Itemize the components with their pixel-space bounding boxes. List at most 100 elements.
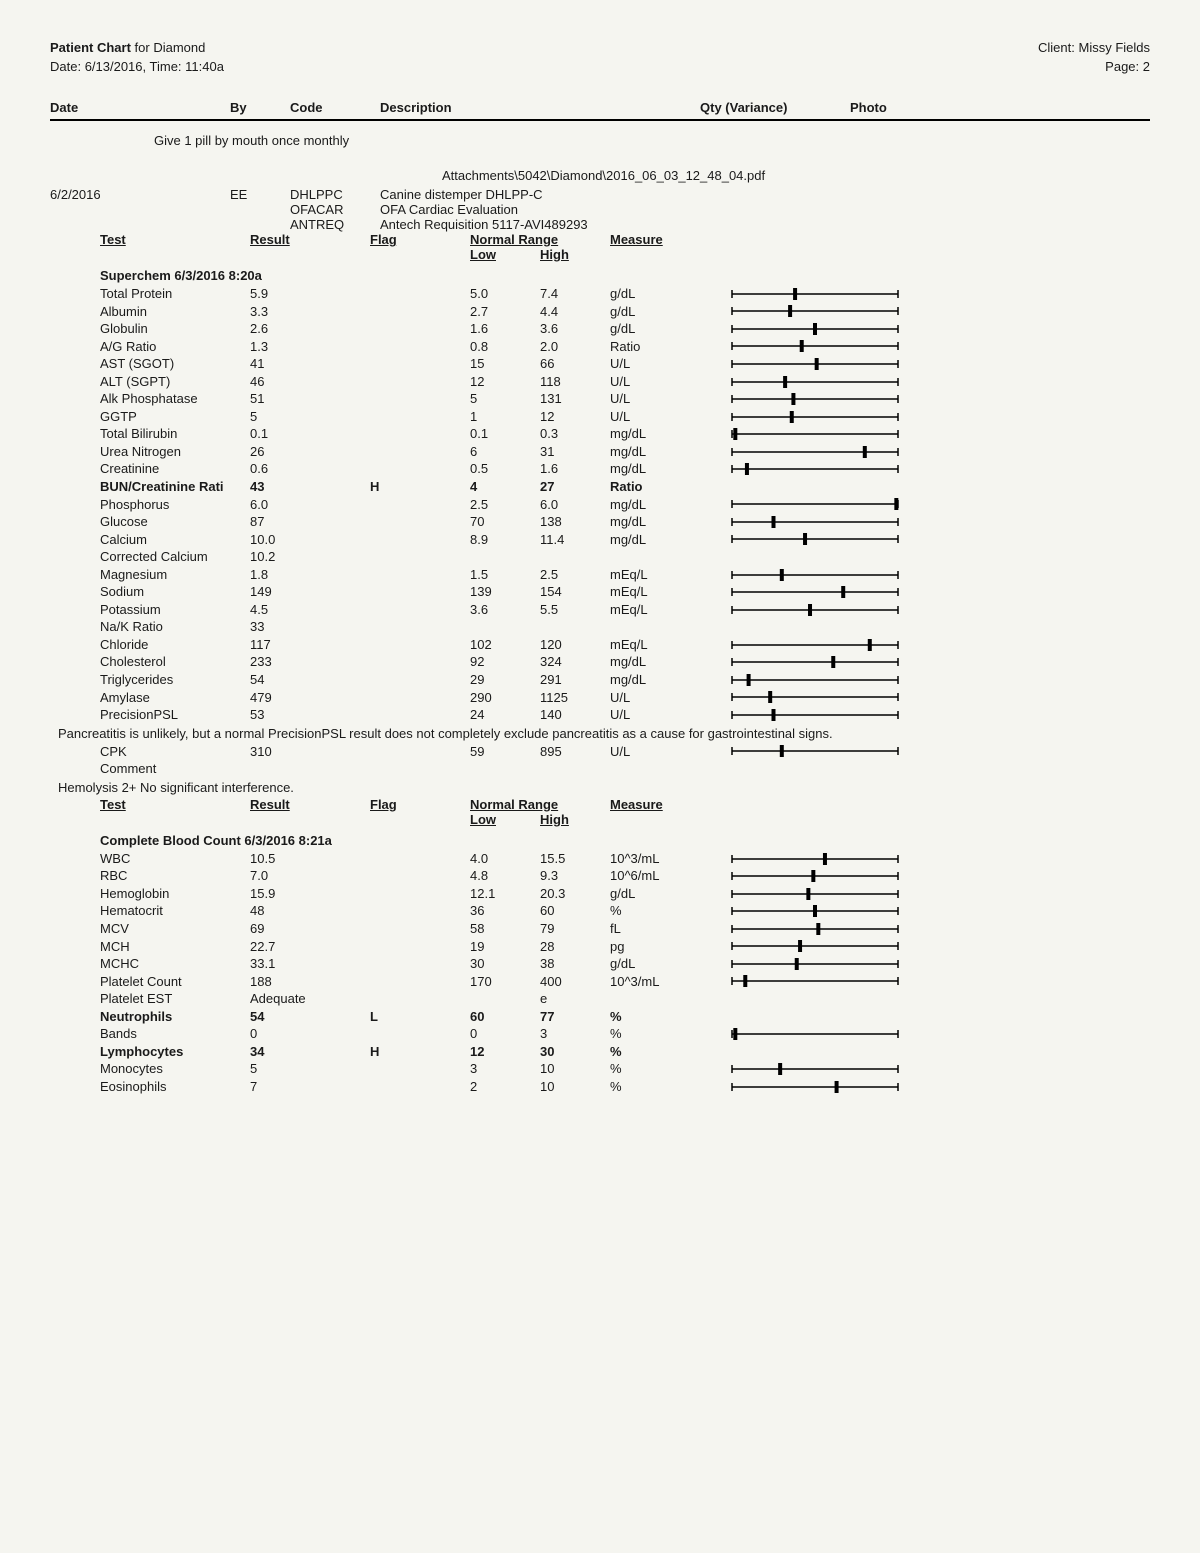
lab-measure: mEq/L [610, 583, 730, 601]
lab-high: 38 [540, 955, 610, 973]
lab-result: 69 [250, 920, 370, 938]
lab-result: 0 [250, 1025, 370, 1043]
entry-code: OFACAR [290, 202, 380, 217]
th-test: Test [100, 232, 250, 247]
lab-gauge-cell [730, 1080, 910, 1094]
lab-high: 4.4 [540, 303, 610, 321]
entry-row: 6/2/2016EEDHLPPCCanine distemper DHLPP-C [50, 187, 1150, 202]
lab-gauge-cell [730, 655, 910, 669]
entry-by [230, 217, 290, 232]
range-gauge [730, 673, 900, 687]
lab-low: 170 [470, 973, 540, 991]
range-gauge [730, 375, 900, 389]
lab-measure: 10^6/mL [610, 867, 730, 885]
lab-name: BUN/Creatinine Rati [100, 478, 250, 496]
lab-high: 6.0 [540, 496, 610, 514]
range-gauge [730, 887, 900, 901]
lab-result: 117 [250, 636, 370, 654]
lab-low: 58 [470, 920, 540, 938]
entry-desc: Canine distemper DHLPP-C [380, 187, 700, 202]
lab-row: Na/K Ratio33 [50, 618, 1150, 636]
lab-measure: % [610, 1043, 730, 1061]
lab-row: Eosinophils7210% [50, 1078, 1150, 1096]
col-code: Code [290, 100, 380, 115]
entry-row: ANTREQAntech Requisition 5117-AVI489293 [50, 217, 1150, 232]
lab-result: 7 [250, 1078, 370, 1096]
lab-name: PrecisionPSL [100, 706, 250, 724]
lab-gauge-cell [730, 974, 910, 988]
lab-result: 5.9 [250, 285, 370, 303]
range-gauge [730, 568, 900, 582]
lab-row: Corrected Calcium10.2 [50, 548, 1150, 566]
lab-gauge-cell [730, 392, 910, 406]
lab-result: 10.5 [250, 850, 370, 868]
lab-result: 0.1 [250, 425, 370, 443]
range-gauge [730, 690, 900, 704]
lab-measure: pg [610, 938, 730, 956]
lab-low: 60 [470, 1008, 540, 1026]
lab-high: 3 [540, 1025, 610, 1043]
lab-gauge-cell [730, 1062, 910, 1076]
lab-low: 2.5 [470, 496, 540, 514]
section-note: Hemolysis 2+ No significant interference… [58, 780, 1150, 795]
lab-measure: g/dL [610, 303, 730, 321]
lab-high: 9.3 [540, 867, 610, 885]
lab-name: Bands [100, 1025, 250, 1043]
lab-result: 5 [250, 1060, 370, 1078]
lab-low: 2 [470, 1078, 540, 1096]
lab-result: 54 [250, 671, 370, 689]
lab-row: Bands003% [50, 1025, 1150, 1043]
lab-measure: mg/dL [610, 653, 730, 671]
lab-low: 3.6 [470, 601, 540, 619]
entry-block: 6/2/2016EEDHLPPCCanine distemper DHLPP-C… [50, 187, 1150, 232]
entry-by [230, 202, 290, 217]
lab-result: 26 [250, 443, 370, 461]
lab-name: Monocytes [100, 1060, 250, 1078]
lab-result: 4.5 [250, 601, 370, 619]
lab-measure: U/L [610, 355, 730, 373]
lab-result: 33.1 [250, 955, 370, 973]
lab-measure: U/L [610, 408, 730, 426]
lab-row: GGTP5112U/L [50, 408, 1150, 426]
lab-high: 131 [540, 390, 610, 408]
range-gauge [730, 585, 900, 599]
lab-low: 5.0 [470, 285, 540, 303]
range-gauge [730, 392, 900, 406]
lab-row: Hemoglobin15.912.120.3g/dL [50, 885, 1150, 903]
lab-name: Comment [100, 760, 250, 778]
lab-result: 310 [250, 743, 370, 761]
lab-measure: mEq/L [610, 566, 730, 584]
lab-high: 7.4 [540, 285, 610, 303]
lab-name: Total Bilirubin [100, 425, 250, 443]
range-gauge [730, 939, 900, 953]
range-gauge [730, 1062, 900, 1076]
lab-low: 1.6 [470, 320, 540, 338]
lab-low: 1.5 [470, 566, 540, 584]
range-gauge [730, 957, 900, 971]
entry-row: OFACAROFA Cardiac Evaluation [50, 202, 1150, 217]
lab-high: 324 [540, 653, 610, 671]
lab-row: Magnesium1.81.52.5mEq/L [50, 566, 1150, 584]
lab-gauge-cell [730, 887, 910, 901]
test-header-row: TestResultFlagNormal RangeMeasure [50, 232, 1150, 247]
lab-high: 120 [540, 636, 610, 654]
lab-row: Sodium149139154mEq/L [50, 583, 1150, 601]
lab-flag: L [370, 1008, 470, 1026]
entry-code: DHLPPC [290, 187, 380, 202]
lab-name: Amylase [100, 689, 250, 707]
lab-row: MCV695879fL [50, 920, 1150, 938]
lab-low: 290 [470, 689, 540, 707]
lab-name: CPK [100, 743, 250, 761]
lab-result: 1.8 [250, 566, 370, 584]
lab-high: 140 [540, 706, 610, 724]
range-gauge [730, 322, 900, 336]
lab-low: 19 [470, 938, 540, 956]
lab-low: 4 [470, 478, 540, 496]
lab-high: 138 [540, 513, 610, 531]
lab-high: 31 [540, 443, 610, 461]
lab-high: 77 [540, 1008, 610, 1026]
lab-row: MCHC33.13038g/dL [50, 955, 1150, 973]
range-gauge [730, 904, 900, 918]
header-date: 6/13/2016 [85, 59, 143, 74]
lab-row: Alk Phosphatase515131U/L [50, 390, 1150, 408]
